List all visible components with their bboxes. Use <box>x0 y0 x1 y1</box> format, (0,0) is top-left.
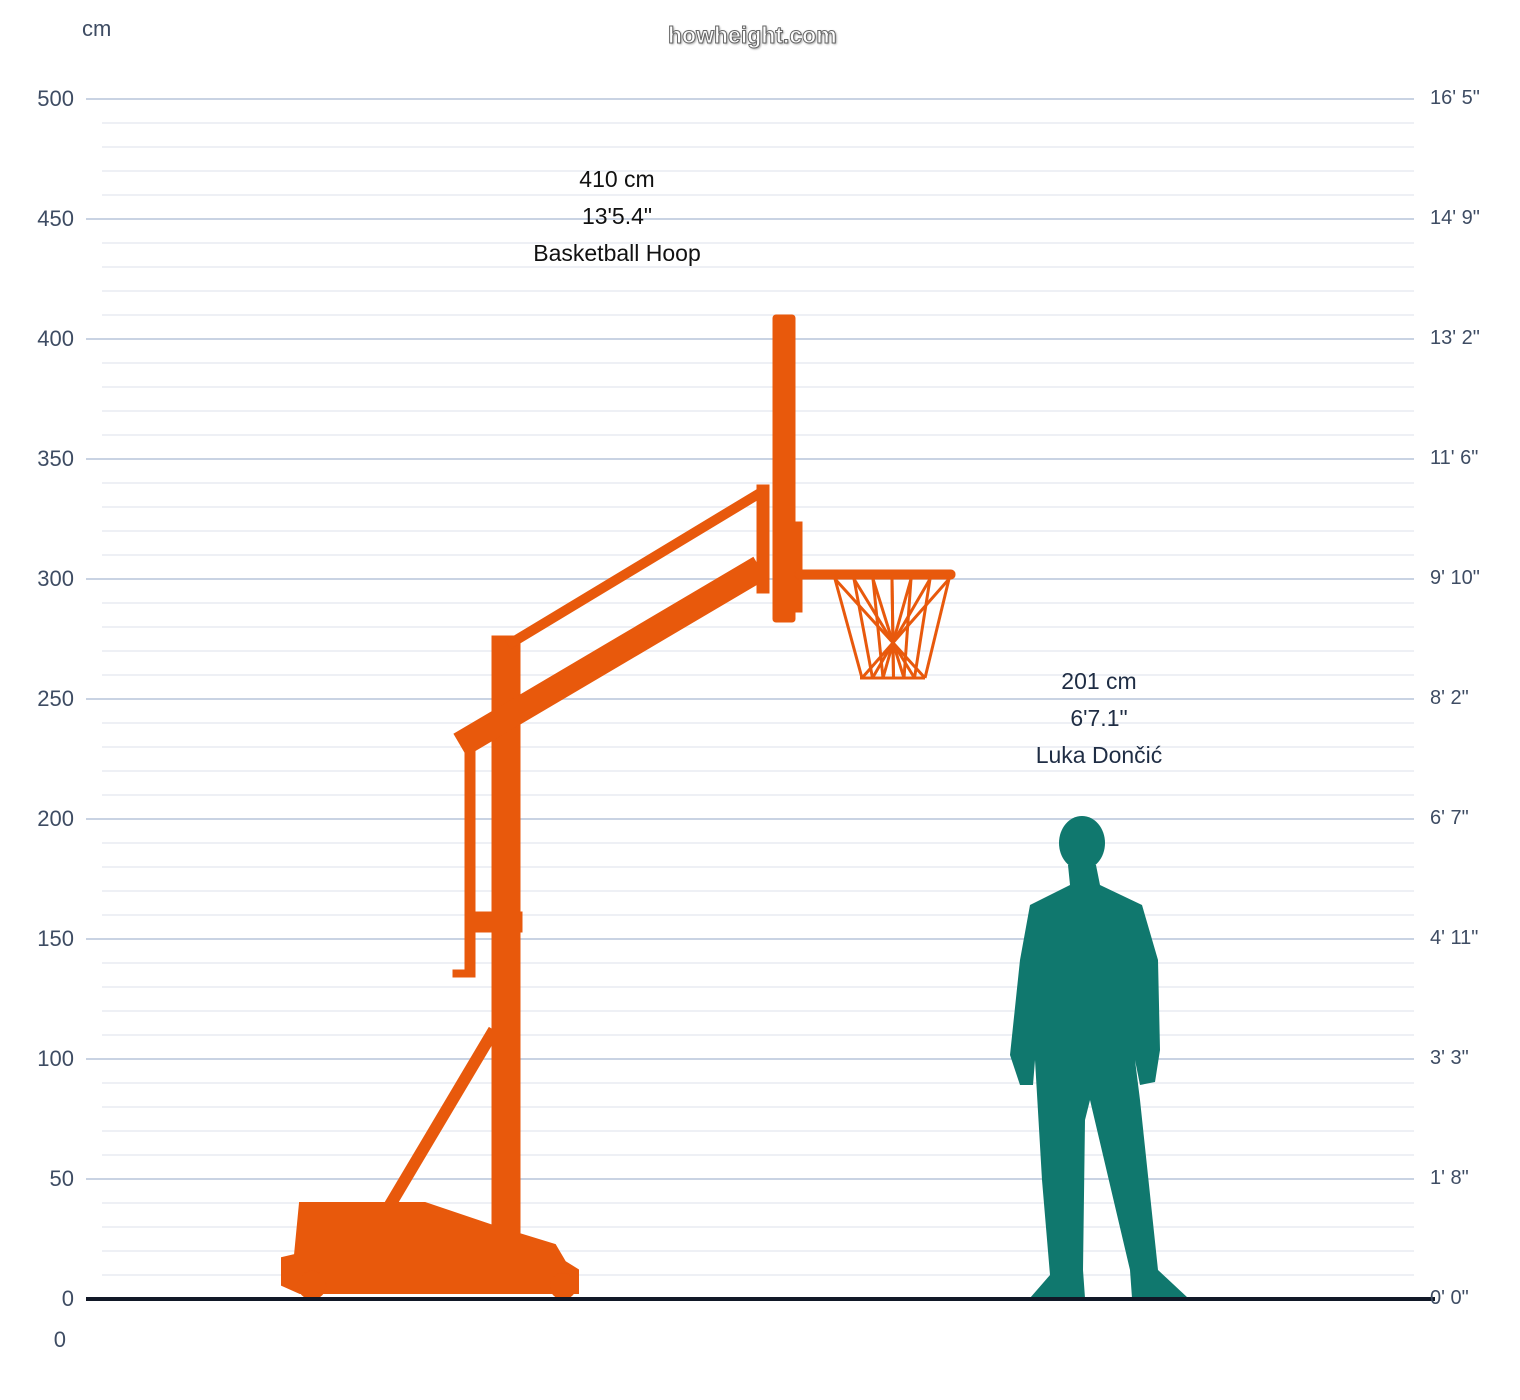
y-tick-label: 400 <box>37 326 74 351</box>
person-cm: 201 cm <box>1061 668 1137 694</box>
y-tick-label: 300 <box>37 566 74 591</box>
lower-arm <box>453 556 767 757</box>
right-tick-label: 16' 5" <box>1430 87 1480 109</box>
hoop-cm: 410 cm <box>579 166 655 192</box>
y-tick-label: 0 <box>61 1286 74 1311</box>
hoop-base <box>281 1202 579 1294</box>
right-tick-label: 14' 9" <box>1430 207 1480 229</box>
y-tick-label: 200 <box>37 806 74 831</box>
right-tick-label: 6' 7" <box>1430 807 1469 829</box>
right-tick-label: 9' 10" <box>1430 567 1480 589</box>
crank-rod <box>464 744 476 976</box>
person-name: Luka Dončić <box>1035 742 1163 768</box>
basketball-hoop-silhouette <box>281 314 956 1300</box>
right-tick-label: 13' 2" <box>1430 327 1480 349</box>
y-tick-label: 450 <box>37 206 74 231</box>
crank-handle <box>452 969 476 978</box>
head <box>1059 816 1105 870</box>
hoop-name: Basketball Hoop <box>533 240 701 266</box>
right-tick-label: 1' 8" <box>1430 1167 1469 1189</box>
person-caption: 201 cm 6'7.1" Luka Dončić <box>949 663 1249 774</box>
right-tick-label: 11' 6" <box>1430 447 1479 469</box>
bracket <box>756 484 770 594</box>
right-tick-label: 0' 0" <box>1430 1287 1469 1309</box>
brace <box>384 1026 500 1209</box>
y-tick-label: 350 <box>37 446 74 471</box>
right-tick-label: 3' 3" <box>1430 1047 1469 1069</box>
wheel <box>549 1272 577 1300</box>
net <box>833 577 951 680</box>
bottom-label: 0 <box>53 1327 66 1352</box>
y-tick-label: 150 <box>37 926 74 951</box>
right-tick-label: 4' 11" <box>1430 927 1479 949</box>
y-tick-label: 100 <box>37 1046 74 1071</box>
y-tick-label: 250 <box>37 686 74 711</box>
watermark-logo: howheight.com <box>668 22 838 49</box>
body <box>1010 865 1188 1298</box>
backboard-mount <box>789 521 803 613</box>
right-tick-label: 8' 2" <box>1430 687 1469 709</box>
person-silhouette <box>1010 816 1188 1298</box>
crank-box <box>469 911 523 933</box>
hoop-ft: 13'5.4" <box>581 203 653 229</box>
unit-label: cm <box>82 16 112 41</box>
person-ft: 6'7.1" <box>1070 705 1128 731</box>
y-tick-label: 50 <box>49 1166 74 1191</box>
wheel <box>297 1270 327 1300</box>
upper-arm <box>505 485 768 650</box>
y-tick-label: 500 <box>37 86 74 111</box>
rim <box>794 569 956 580</box>
hoop-caption: 410 cm 13'5.4" Basketball Hoop <box>467 161 767 272</box>
